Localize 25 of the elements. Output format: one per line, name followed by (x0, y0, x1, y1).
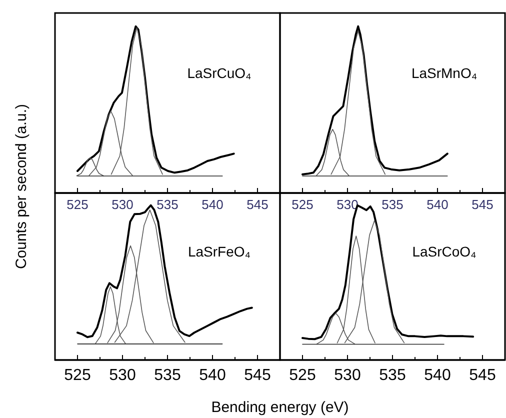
x-tick-label: 530 (112, 197, 134, 212)
x-tick-label: 530 (109, 367, 136, 384)
x-tick-label: 535 (382, 197, 404, 212)
text: LaSrMnO₄ (411, 64, 478, 81)
x-tick-label: 525 (66, 197, 88, 212)
x-tick-label: 525 (64, 367, 91, 384)
x-tick-label: 540 (424, 367, 451, 384)
x-axis-title: Bending energy (eV) (211, 399, 349, 416)
text: LaSrCoO₄ (412, 243, 477, 260)
y-axis-title: Counts per second (a.u.) (13, 104, 30, 270)
text: LaSrFeO₄ (188, 243, 251, 260)
text: LaSrCuO₄ (187, 64, 252, 81)
x-tick-label: 535 (156, 197, 178, 212)
x-tick-label: 540 (202, 197, 224, 212)
x-tick-label: 545 (246, 197, 268, 212)
x-tick-label: 535 (379, 367, 406, 384)
x-tick-label: 545 (469, 367, 496, 384)
x-tick-label: 530 (334, 367, 361, 384)
x-tick-label: 535 (154, 367, 181, 384)
x-tick-label: 525 (292, 197, 314, 212)
x-tick-label: 545 (472, 197, 494, 212)
x-tick-label: 540 (426, 197, 448, 212)
x-tick-label: 540 (199, 367, 226, 384)
x-tick-label: 545 (244, 367, 271, 384)
x-tick-label: 525 (289, 367, 316, 384)
